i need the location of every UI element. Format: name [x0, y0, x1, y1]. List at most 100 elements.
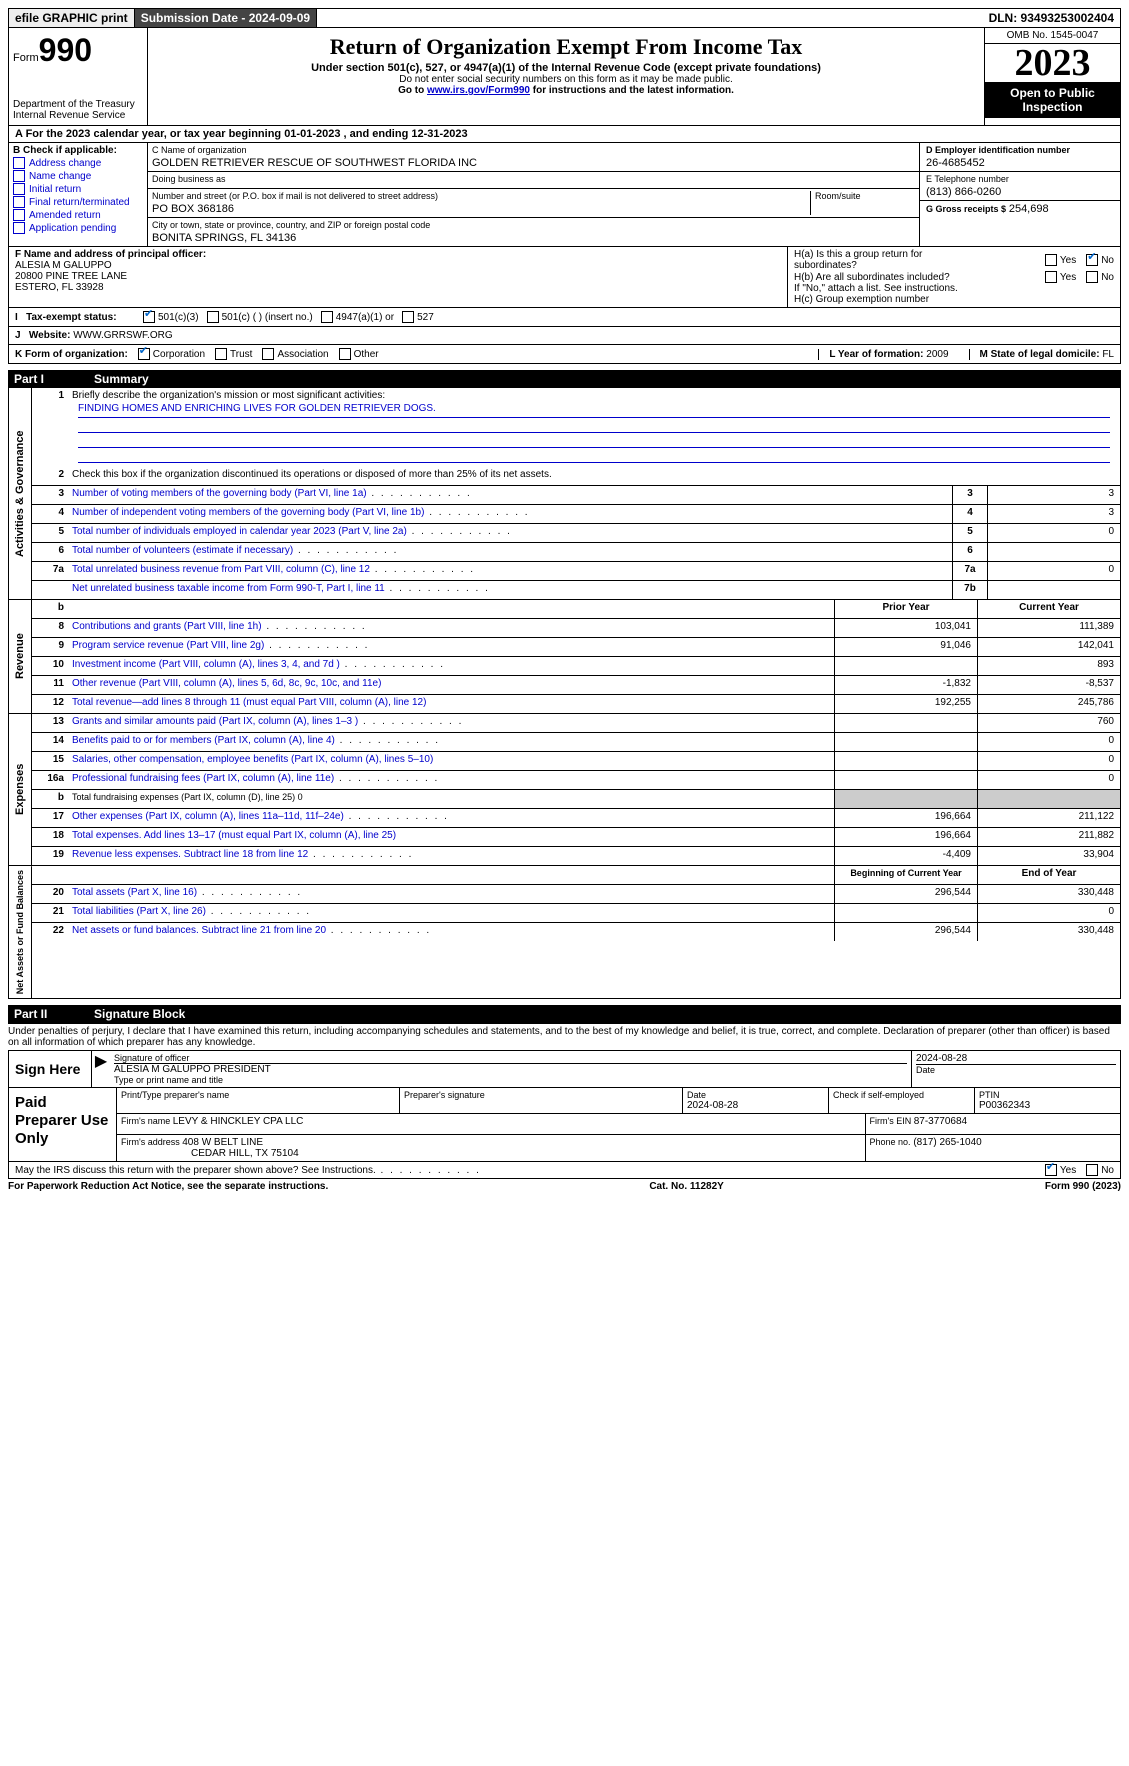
- dba-value: [152, 184, 915, 186]
- discuss-no[interactable]: No: [1086, 1164, 1114, 1176]
- gross-label: G Gross receipts $: [926, 204, 1006, 214]
- prep-name-label: Print/Type preparer's name: [121, 1090, 395, 1100]
- entity-block: B Check if applicable: Address change Na…: [8, 143, 1121, 247]
- prep-date-label: Date: [687, 1090, 824, 1100]
- sig-date-label: Date: [916, 1064, 1116, 1075]
- line16a-desc: Professional fundraising fees (Part IX, …: [68, 771, 834, 789]
- line22-end: 330,448: [977, 923, 1120, 941]
- kform-assoc[interactable]: Association: [262, 348, 328, 360]
- line13-desc: Grants and similar amounts paid (Part IX…: [68, 714, 834, 732]
- firm-phone: (817) 265-1040: [913, 1137, 981, 1148]
- line12-desc: Total revenue—add lines 8 through 11 (mu…: [68, 695, 834, 713]
- form-number: Form990: [13, 32, 143, 69]
- phone-value: (813) 866-0260: [926, 184, 1114, 198]
- line4-val: 3: [987, 505, 1120, 523]
- line17-curr: 211,122: [977, 809, 1120, 827]
- arrow-icon: ▶: [92, 1051, 110, 1087]
- status-4947[interactable]: 4947(a)(1) or: [321, 311, 394, 323]
- kform-label: K Form of organization:: [15, 349, 128, 360]
- line8-prior: 103,041: [834, 619, 977, 637]
- ssn-note: Do not enter social security numbers on …: [156, 74, 976, 85]
- discuss-yes[interactable]: Yes: [1045, 1164, 1076, 1176]
- beg-year-header: Beginning of Current Year: [834, 866, 977, 884]
- status-501c3[interactable]: 501(c)(3): [143, 311, 199, 323]
- cat-no: Cat. No. 11282Y: [649, 1181, 723, 1192]
- check-amended-return[interactable]: Amended return: [13, 209, 143, 221]
- vtab-activities: Activities & Governance: [9, 388, 32, 599]
- discuss-question: May the IRS discuss this return with the…: [15, 1165, 481, 1176]
- sign-here-label: Sign Here: [9, 1051, 92, 1087]
- efile-label[interactable]: efile GRAPHIC print: [9, 9, 135, 27]
- line20-beg: 296,544: [834, 885, 977, 903]
- city-value: BONITA SPRINGS, FL 34136: [152, 230, 915, 244]
- line10-prior: [834, 657, 977, 675]
- line11-desc: Other revenue (Part VIII, column (A), li…: [68, 676, 834, 694]
- officer-addr2: ESTERO, FL 33928: [15, 282, 781, 293]
- website-value[interactable]: WWW.GRRSWF.ORG: [73, 330, 172, 341]
- form-title: Return of Organization Exempt From Incom…: [156, 34, 976, 60]
- street-label: Number and street (or P.O. box if mail i…: [152, 191, 806, 201]
- hb-no[interactable]: No: [1086, 271, 1114, 283]
- line16a-curr: 0: [977, 771, 1120, 789]
- vtab-expenses: Expenses: [9, 714, 32, 865]
- line6-val: [987, 543, 1120, 561]
- form-header: Form990 Department of the Treasury Inter…: [8, 28, 1121, 126]
- check-address-change[interactable]: Address change: [13, 157, 143, 169]
- line11-prior: -1,832: [834, 676, 977, 694]
- line9-curr: 142,041: [977, 638, 1120, 656]
- sig-officer-label: Signature of officer: [114, 1053, 907, 1063]
- form-subtitle: Under section 501(c), 527, or 4947(a)(1)…: [156, 62, 976, 74]
- prep-date-value: 2024-08-28: [687, 1100, 824, 1111]
- check-application-pending[interactable]: Application pending: [13, 222, 143, 234]
- dept-label: Department of the Treasury Internal Reve…: [13, 99, 143, 121]
- ptin-value: P00362343: [979, 1100, 1116, 1111]
- net-assets-section: Net Assets or Fund Balances Beginning of…: [8, 866, 1121, 999]
- kform-other[interactable]: Other: [339, 348, 379, 360]
- line10-curr: 893: [977, 657, 1120, 675]
- city-label: City or town, state or province, country…: [152, 220, 915, 230]
- signature-declaration: Under penalties of perjury, I declare th…: [8, 1023, 1121, 1050]
- hc-label: H(c) Group exemption number: [794, 294, 1114, 305]
- col-b-header: B Check if applicable:: [13, 145, 143, 156]
- end-year-header: End of Year: [977, 866, 1120, 884]
- vtab-revenue: Revenue: [9, 600, 32, 713]
- submission-date: Submission Date - 2024-09-09: [135, 9, 317, 27]
- tax-year-row: A For the 2023 calendar year, or tax yea…: [8, 126, 1121, 143]
- hb-label: H(b) Are all subordinates included?: [794, 272, 950, 283]
- kform-corp[interactable]: Corporation: [138, 348, 205, 360]
- col-d-right: D Employer identification number 26-4685…: [919, 143, 1120, 246]
- officer-signature: ALESIA M GALUPPO PRESIDENT: [114, 1063, 907, 1075]
- check-final-return[interactable]: Final return/terminated: [13, 196, 143, 208]
- self-employed-check[interactable]: Check if self-employed: [829, 1088, 975, 1113]
- status-527[interactable]: 527: [402, 311, 434, 323]
- line19-desc: Revenue less expenses. Subtract line 18 …: [68, 847, 834, 865]
- line18-desc: Total expenses. Add lines 13–17 (must eq…: [68, 828, 834, 846]
- tax-year: 2023: [985, 44, 1120, 82]
- kform-trust[interactable]: Trust: [215, 348, 252, 360]
- phone-label: E Telephone number: [926, 174, 1114, 184]
- line18-curr: 211,882: [977, 828, 1120, 846]
- check-name-change[interactable]: Name change: [13, 170, 143, 182]
- check-initial-return[interactable]: Initial return: [13, 183, 143, 195]
- prep-sig-label: Preparer's signature: [404, 1090, 678, 1100]
- line20-desc: Total assets (Part X, line 16): [68, 885, 834, 903]
- top-bar: efile GRAPHIC print Submission Date - 20…: [8, 8, 1121, 28]
- form-footer: Form 990 (2023): [1045, 1181, 1121, 1192]
- paid-preparer-label: Paid Preparer Use Only: [9, 1088, 117, 1161]
- ha-no[interactable]: No: [1086, 254, 1114, 266]
- line6-desc: Total number of volunteers (estimate if …: [68, 543, 952, 561]
- part1-header: Part ISummary: [8, 370, 1121, 388]
- line14-curr: 0: [977, 733, 1120, 751]
- ha-yes[interactable]: Yes: [1045, 254, 1076, 266]
- irs-link[interactable]: www.irs.gov/Form990: [427, 85, 530, 96]
- expenses-section: Expenses 13Grants and similar amounts pa…: [8, 714, 1121, 866]
- status-501c[interactable]: 501(c) ( ) (insert no.): [207, 311, 313, 323]
- room-label: Room/suite: [815, 191, 915, 201]
- year-formation: L Year of formation: 2009: [818, 349, 948, 360]
- activities-governance-section: Activities & Governance 1 Briefly descri…: [8, 388, 1121, 600]
- form-of-org-row: K Form of organization: Corporation Trus…: [8, 345, 1121, 364]
- dba-label: Doing business as: [152, 174, 915, 184]
- hb-yes[interactable]: Yes: [1045, 271, 1076, 283]
- ein-label: D Employer identification number: [926, 145, 1114, 155]
- tax-exempt-status-row: I Tax-exempt status: 501(c)(3) 501(c) ( …: [8, 308, 1121, 327]
